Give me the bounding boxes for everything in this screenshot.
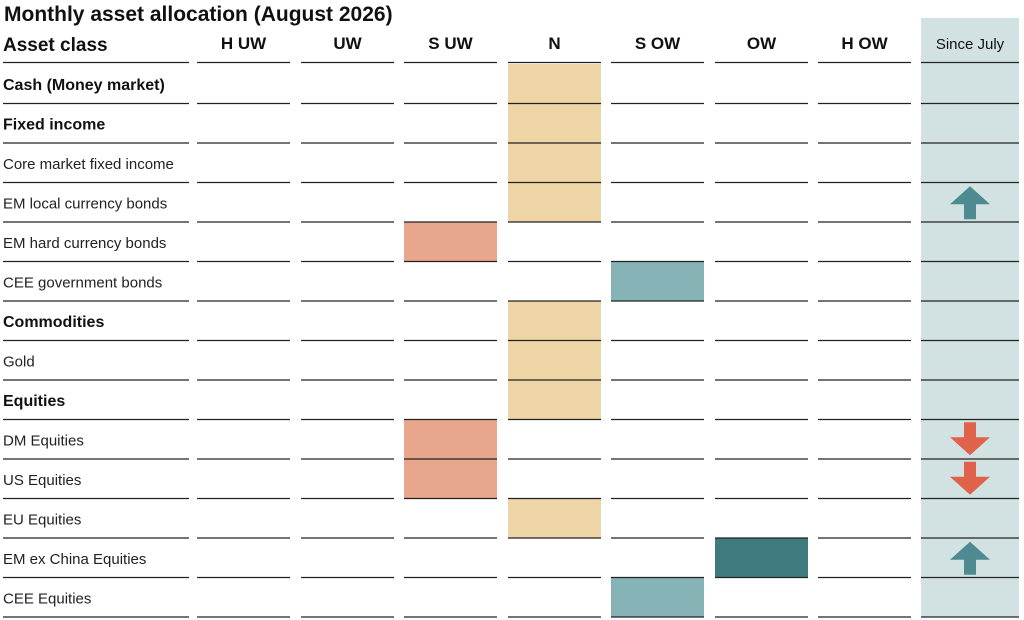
allocation-cell [404, 419, 497, 459]
row-label: EM local currency bonds [3, 195, 167, 212]
row-label: Gold [3, 353, 35, 370]
row-label: Equities [3, 393, 65, 410]
allocation-cell [611, 577, 704, 617]
allocation-cell [508, 182, 601, 222]
row-label: CEE government bonds [3, 274, 162, 291]
row-label: EU Equities [3, 511, 81, 528]
row-label: Cash (Money market) [3, 77, 165, 94]
column-header: UW [333, 34, 362, 53]
column-header: OW [747, 34, 777, 53]
column-header: S UW [428, 34, 473, 53]
row-label: Core market fixed income [3, 156, 174, 173]
arrow-down-icon [950, 422, 990, 456]
allocation-cell [508, 498, 601, 538]
column-header: N [548, 34, 560, 53]
allocation-cell [404, 459, 497, 499]
row-label: US Equities [3, 472, 81, 489]
chart-title: Monthly asset allocation (August 2026) [4, 3, 393, 26]
allocation-cell [508, 340, 601, 380]
row-label: EM ex China Equities [3, 551, 146, 568]
since-column-header: Since July [936, 36, 1005, 53]
arrow-up-icon [950, 541, 990, 575]
since-column-background [921, 18, 1019, 617]
row-label: DM Equities [3, 432, 84, 449]
arrow-down-icon [950, 461, 990, 495]
allocation-cell [508, 143, 601, 183]
arrow-up-icon [950, 186, 990, 220]
allocation-cell [508, 103, 601, 143]
row-label: Commodities [3, 314, 104, 331]
row-header: Asset class [3, 35, 108, 56]
row-label: Fixed income [3, 116, 105, 133]
allocation-cell [508, 380, 601, 420]
allocation-cell [508, 64, 601, 104]
allocation-cell [715, 538, 808, 578]
column-header: S OW [635, 34, 681, 53]
allocation-cell [508, 301, 601, 341]
allocation-cell [611, 261, 704, 301]
column-header: H OW [841, 34, 888, 53]
allocation-cell [404, 222, 497, 262]
row-label: CEE Equities [3, 590, 91, 607]
row-label: EM hard currency bonds [3, 235, 166, 252]
column-header: H UW [221, 34, 267, 53]
